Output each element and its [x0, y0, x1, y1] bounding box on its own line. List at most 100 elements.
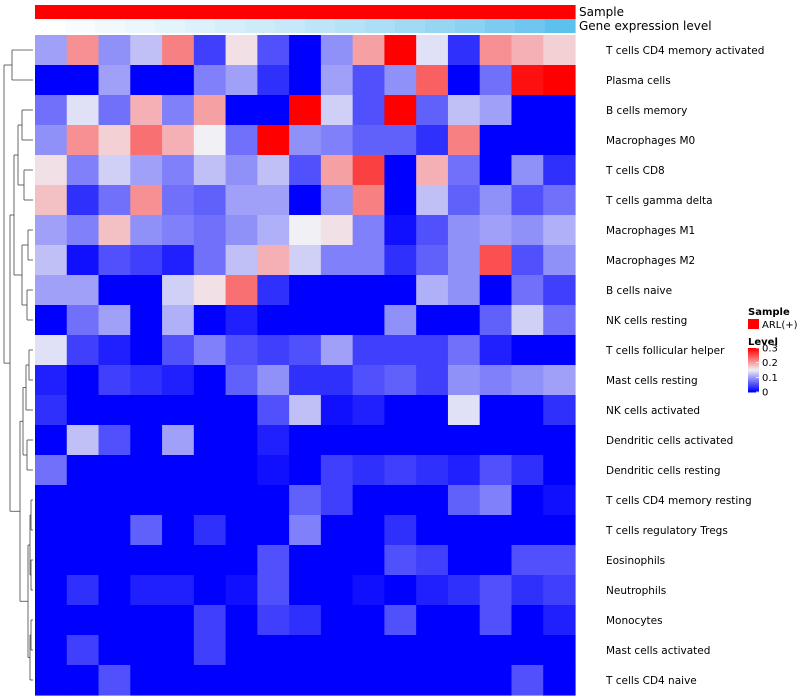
- heatmap-cell: [511, 125, 544, 156]
- heatmap-cell: [225, 575, 258, 606]
- row-label: Monocytes: [606, 615, 663, 627]
- heatmap-cell: [193, 365, 227, 396]
- heatmap-cell: [320, 305, 354, 336]
- heatmap-cell: [384, 665, 417, 696]
- heatmap-cell: [35, 35, 68, 66]
- heatmap-cell: [352, 335, 386, 366]
- heatmap-cell: [193, 65, 227, 96]
- heatmap-cell: [66, 605, 100, 636]
- heatmap-cell: [130, 275, 163, 306]
- annotation-cell: [35, 19, 66, 33]
- annotation-cell: [95, 19, 126, 33]
- heatmap-cell: [66, 425, 100, 456]
- heatmap-cell: [320, 395, 354, 426]
- heatmap-cell: [162, 665, 195, 696]
- heatmap-cell: [289, 365, 322, 396]
- annotation-cell: [155, 5, 186, 19]
- heatmap-cell: [130, 305, 163, 336]
- gradient-step: [748, 384, 759, 386]
- heatmap-cell: [162, 635, 195, 666]
- heatmap-cell: [35, 455, 68, 486]
- heatmap-cell: [98, 605, 131, 636]
- heatmap-cell: [352, 665, 386, 696]
- heatmap-cell: [511, 335, 544, 366]
- heatmap-cell: [320, 335, 354, 366]
- heatmap-cell: [130, 95, 163, 126]
- heatmap-cell: [447, 515, 481, 546]
- heatmap-cell: [447, 635, 481, 666]
- annotation-cell: [215, 5, 246, 19]
- heatmap-cell: [257, 515, 290, 546]
- heatmap-cell: [320, 275, 354, 306]
- heatmap-cell: [384, 425, 417, 456]
- heatmap-cell: [257, 305, 290, 336]
- heatmap-cell: [320, 185, 354, 216]
- heatmap-cell: [162, 395, 195, 426]
- heatmap-cell: [257, 665, 290, 696]
- heatmap-cell: [98, 245, 131, 276]
- heatmap-cell: [225, 275, 258, 306]
- heatmap-cell: [225, 425, 258, 456]
- heatmap-cell: [479, 125, 513, 156]
- heatmap-cell: [384, 245, 417, 276]
- annotation-cell: [275, 5, 306, 19]
- heatmap-cell: [35, 275, 68, 306]
- heatmap-cell: [162, 245, 195, 276]
- heatmap-cell: [225, 95, 258, 126]
- annotation-cell: [215, 19, 246, 33]
- annotation-cell: [545, 19, 576, 33]
- annotation-cell: [455, 5, 486, 19]
- heatmap-cell: [225, 455, 258, 486]
- heatmap-cell: [384, 185, 417, 216]
- heatmap-cell: [320, 365, 354, 396]
- legend-sample-swatch: [748, 319, 759, 329]
- heatmap-cell: [511, 95, 544, 126]
- heatmap-cell: [384, 485, 417, 516]
- gradient-step: [748, 372, 759, 374]
- heatmap-cell: [543, 575, 576, 606]
- heatmap-cell: [447, 365, 481, 396]
- heatmap-cell: [384, 95, 417, 126]
- heatmap-cell: [225, 335, 258, 366]
- annotation-cell: [95, 5, 126, 19]
- heatmap-cell: [225, 365, 258, 396]
- heatmap-cell: [511, 155, 544, 186]
- heatmap-cell: [289, 455, 322, 486]
- heatmap-cell: [257, 125, 290, 156]
- heatmap-cell: [447, 455, 481, 486]
- heatmap-cell: [416, 365, 449, 396]
- legend-color-gradient: [748, 348, 759, 393]
- heatmap-cell: [416, 455, 449, 486]
- heatmap-cell: [416, 245, 449, 276]
- heatmap-cell: [98, 425, 131, 456]
- heatmap-cell: [98, 485, 131, 516]
- heatmap-cell: [320, 35, 354, 66]
- heatmap-cell: [257, 275, 290, 306]
- heatmap-cell: [66, 515, 100, 546]
- heatmap-cell: [289, 95, 322, 126]
- heatmap-cell: [35, 425, 68, 456]
- heatmap-cell: [352, 455, 386, 486]
- heatmap-cell: [130, 395, 163, 426]
- heatmap-cell: [98, 95, 131, 126]
- heatmap-cell: [479, 365, 513, 396]
- heatmap-cell: [352, 575, 386, 606]
- gradient-step: [748, 370, 759, 372]
- annotation-cell: [485, 5, 516, 19]
- heatmap-cell: [384, 365, 417, 396]
- heatmap-cell: [384, 575, 417, 606]
- gradient-step: [748, 353, 759, 355]
- heatmap-cell: [511, 605, 544, 636]
- row-label: Dendritic cells activated: [606, 435, 733, 447]
- heatmap-cell: [257, 635, 290, 666]
- heatmap-cell: [320, 155, 354, 186]
- gradient-step: [748, 355, 759, 357]
- heatmap-cell: [193, 245, 227, 276]
- heatmap-cell: [447, 275, 481, 306]
- annotation-cell: [305, 19, 336, 33]
- heatmap-cell: [193, 665, 227, 696]
- heatmap-cell: [35, 485, 68, 516]
- heatmap-cell: [384, 545, 417, 576]
- row-label: B cells naive: [606, 285, 672, 297]
- heatmap-cell: [352, 275, 386, 306]
